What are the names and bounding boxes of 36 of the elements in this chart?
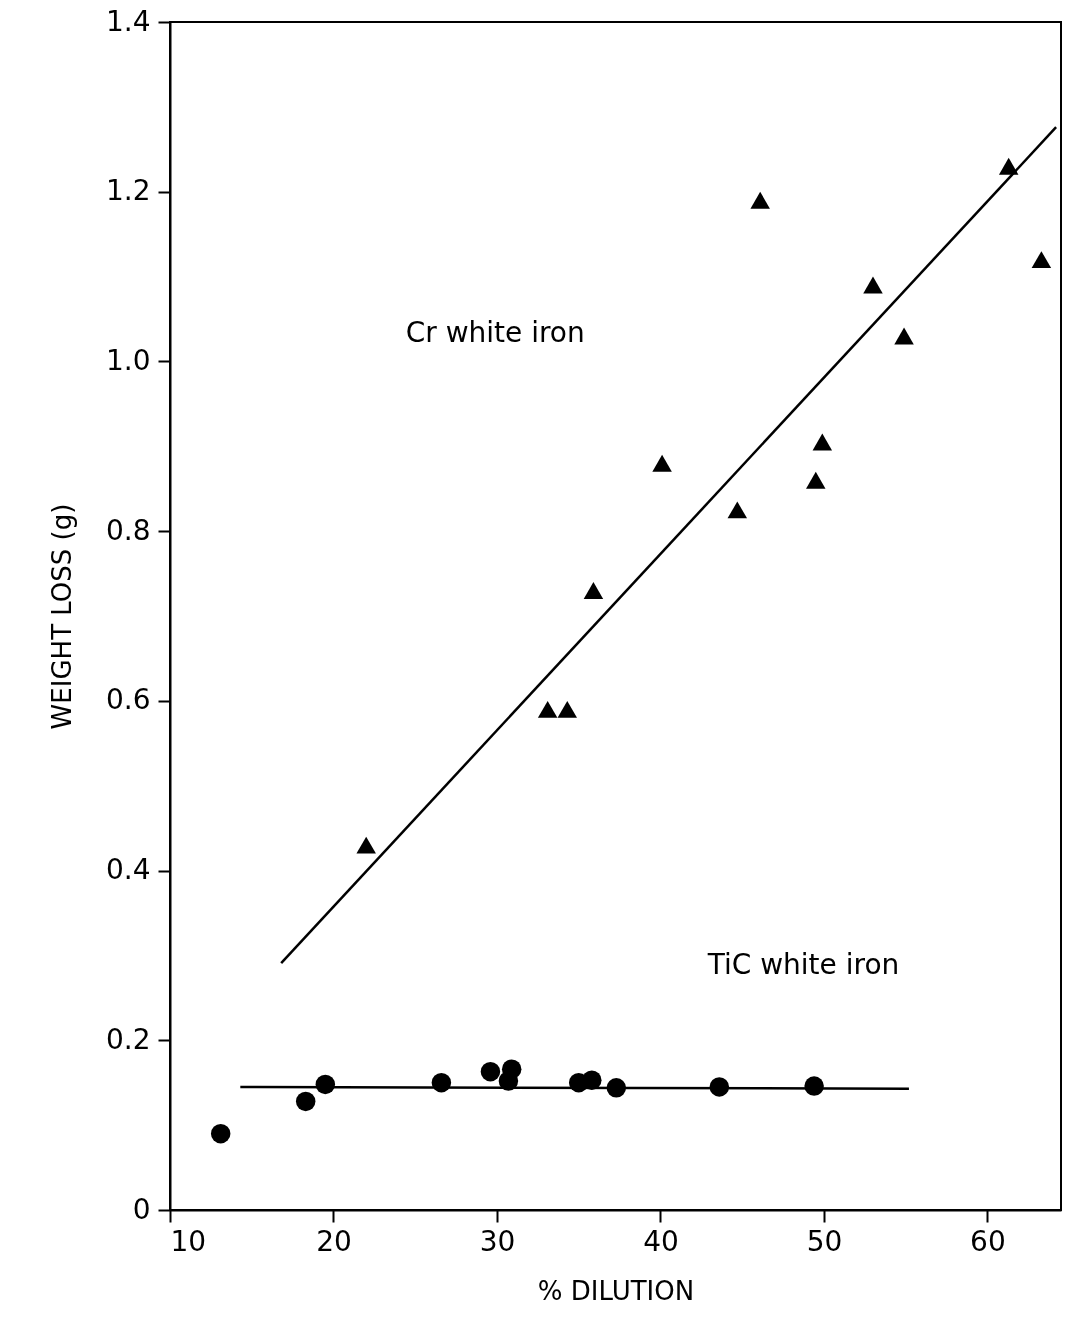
x-tick-label: 30 — [479, 1224, 516, 1258]
point — [480, 1061, 501, 1082]
point — [727, 501, 748, 519]
x-axis-title: % DILUTION — [537, 1275, 695, 1306]
annotation: Cr white iron — [405, 316, 585, 350]
y-tick-label: 1.2 — [105, 174, 151, 208]
point — [356, 836, 376, 854]
x-tick-label: 40 — [643, 1224, 679, 1258]
point — [583, 582, 604, 599]
point — [501, 1059, 522, 1079]
point — [998, 157, 1019, 175]
annotation: TiC white iron — [706, 948, 900, 982]
point — [806, 471, 826, 489]
point — [557, 700, 578, 718]
point — [894, 327, 914, 345]
x-tick-label: 50 — [806, 1224, 843, 1258]
point — [210, 1123, 231, 1144]
x-tick-label: 60 — [970, 1224, 1006, 1258]
point — [812, 433, 833, 451]
y-tick-label: 0.2 — [105, 1022, 151, 1056]
y-tick-label: 0.6 — [105, 683, 151, 717]
point — [863, 276, 883, 294]
y-tick-label: 1.4 — [105, 4, 151, 38]
point — [537, 700, 558, 718]
x-tick-label: 10 — [170, 1224, 207, 1258]
y-tick-label: 0 — [132, 1192, 151, 1226]
point — [582, 1070, 602, 1090]
y-tick-label: 0.8 — [105, 513, 151, 547]
point — [652, 454, 672, 472]
y-tick-label: 1.0 — [105, 343, 151, 377]
x-tick-label: 20 — [316, 1224, 352, 1258]
point — [1031, 251, 1052, 269]
point — [295, 1091, 316, 1112]
point — [750, 191, 770, 209]
y-axis-title: WEIGHT LOSS (g) — [46, 503, 77, 730]
y-tick-label: 0.4 — [105, 853, 151, 887]
